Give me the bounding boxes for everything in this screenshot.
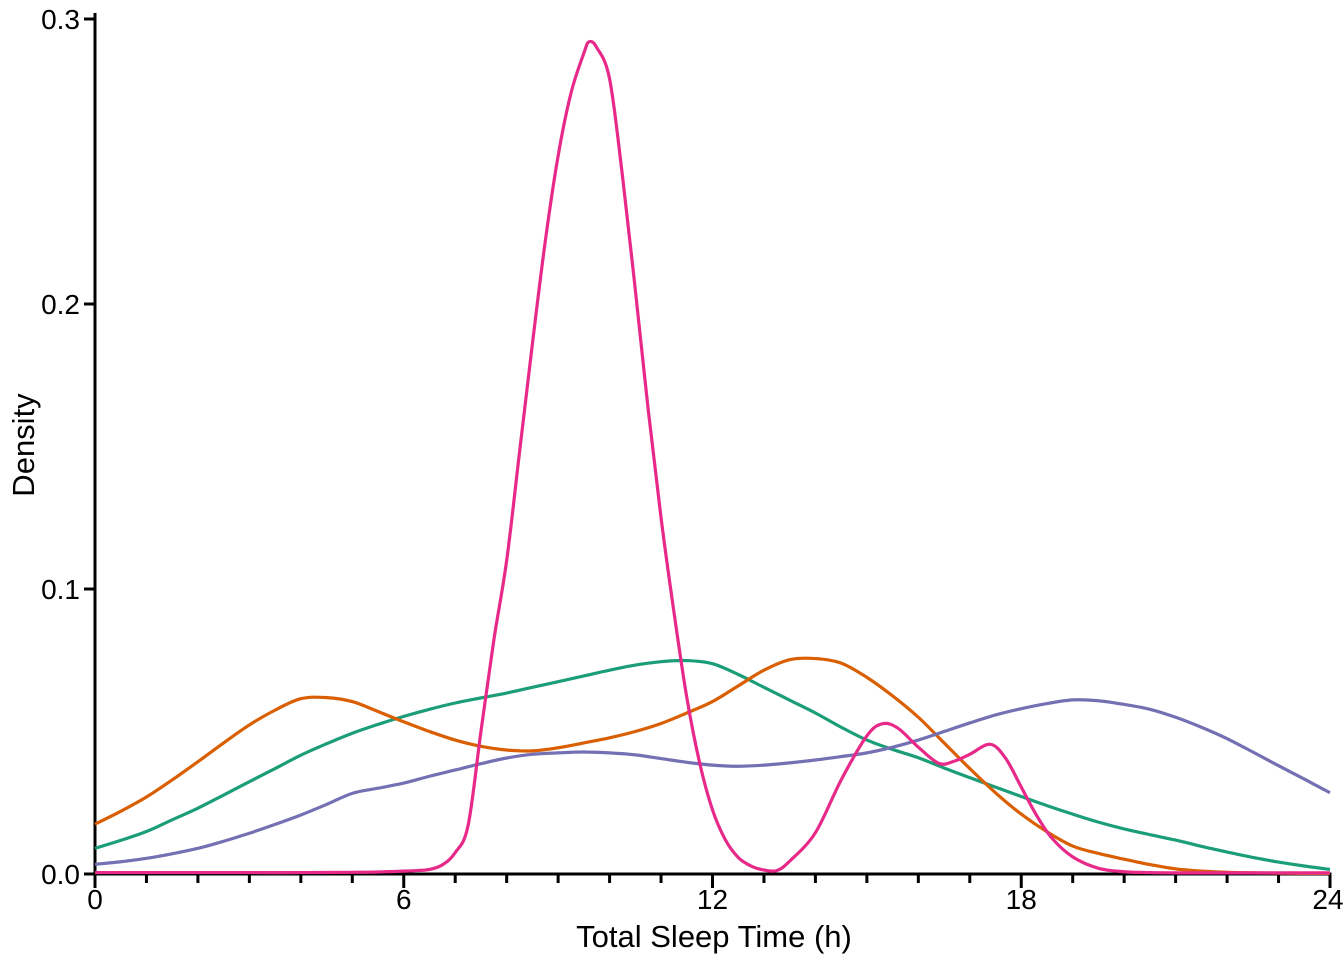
x-tick-label: 0 (87, 884, 103, 915)
y-tick-label: 0.1 (41, 574, 80, 605)
x-axis: 0 6 12 18 24 (87, 872, 1344, 915)
x-tick-label: 12 (697, 884, 728, 915)
x-tick-label: 18 (1006, 884, 1037, 915)
x-tick-label: 24 (1312, 884, 1343, 915)
y-tick-label: 0.3 (41, 4, 80, 35)
y-axis-title: Density (6, 393, 41, 497)
purple-curve (94, 698, 1331, 866)
y-axis: 0.0 0.1 0.2 0.3 (41, 4, 97, 890)
x-axis-title: Total Sleep Time (h) (576, 919, 852, 954)
y-tick-label: 0.2 (41, 289, 80, 320)
density-curves (94, 39, 1331, 876)
orange-curve (94, 656, 1331, 876)
y-tick-label: 0.0 (41, 859, 80, 890)
green-curve (94, 658, 1331, 872)
x-tick-label: 6 (396, 884, 412, 915)
pink-curve (94, 39, 1330, 875)
